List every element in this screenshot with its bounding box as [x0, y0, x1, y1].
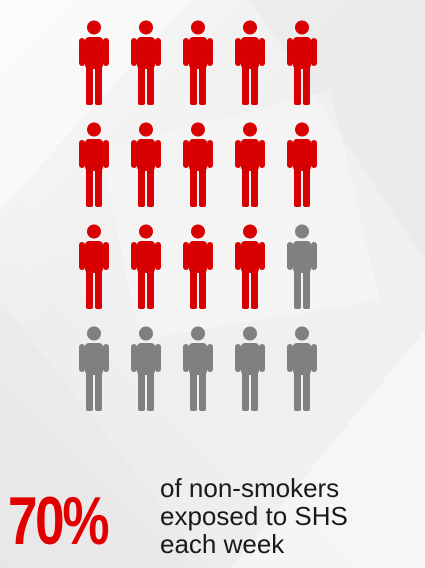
person-icon-highlighted — [174, 224, 222, 326]
description-line-2: exposed to SHS — [160, 501, 348, 531]
people-pictogram — [70, 20, 330, 428]
person-icon-shape — [287, 224, 317, 309]
person-icon-shape — [79, 224, 109, 309]
person-icon-shape — [131, 326, 161, 411]
person-icon — [122, 326, 170, 428]
person-icon-shape — [287, 326, 317, 411]
person-icon — [174, 326, 222, 428]
statistic-block: 70% of non-smokers exposed to SHS each w… — [8, 475, 423, 568]
person-icon-highlighted — [122, 224, 170, 326]
person-icon-highlighted — [226, 122, 274, 224]
person-icon-shape — [79, 20, 109, 105]
person-icon-shape — [131, 122, 161, 207]
person-icon-shape — [79, 326, 109, 411]
person-icon-shape — [183, 122, 213, 207]
person-icon-shape — [235, 20, 265, 105]
person-icon-shape — [183, 20, 213, 105]
person-icon-highlighted — [70, 122, 118, 224]
description-line-3: each week — [160, 529, 285, 559]
person-icon-highlighted — [278, 122, 326, 224]
person-icon-highlighted — [70, 20, 118, 122]
person-icon-highlighted — [278, 20, 326, 122]
person-icon-highlighted — [226, 20, 274, 122]
person-icon-highlighted — [122, 20, 170, 122]
person-icon-highlighted — [122, 122, 170, 224]
person-icon-shape — [131, 20, 161, 105]
person-icon — [278, 326, 326, 428]
person-icon-shape — [287, 122, 317, 207]
statistic-description: of non-smokers exposed to SHS each week — [160, 475, 423, 558]
person-icon-highlighted — [226, 224, 274, 326]
person-icon-shape — [235, 224, 265, 309]
person-icon-shape — [287, 20, 317, 105]
person-icon-shape — [183, 224, 213, 309]
person-icon-shape — [235, 122, 265, 207]
person-icon-highlighted — [70, 224, 118, 326]
person-icon-shape — [235, 326, 265, 411]
person-icon — [278, 224, 326, 326]
person-icon — [226, 326, 274, 428]
person-icon-highlighted — [174, 122, 222, 224]
person-icon-highlighted — [174, 20, 222, 122]
person-icon-shape — [79, 122, 109, 207]
person-icon-shape — [183, 326, 213, 411]
description-line-1: of non-smokers — [160, 475, 340, 503]
percentage-value: 70% — [8, 483, 109, 559]
person-icon — [70, 326, 118, 428]
person-icon-shape — [131, 224, 161, 309]
